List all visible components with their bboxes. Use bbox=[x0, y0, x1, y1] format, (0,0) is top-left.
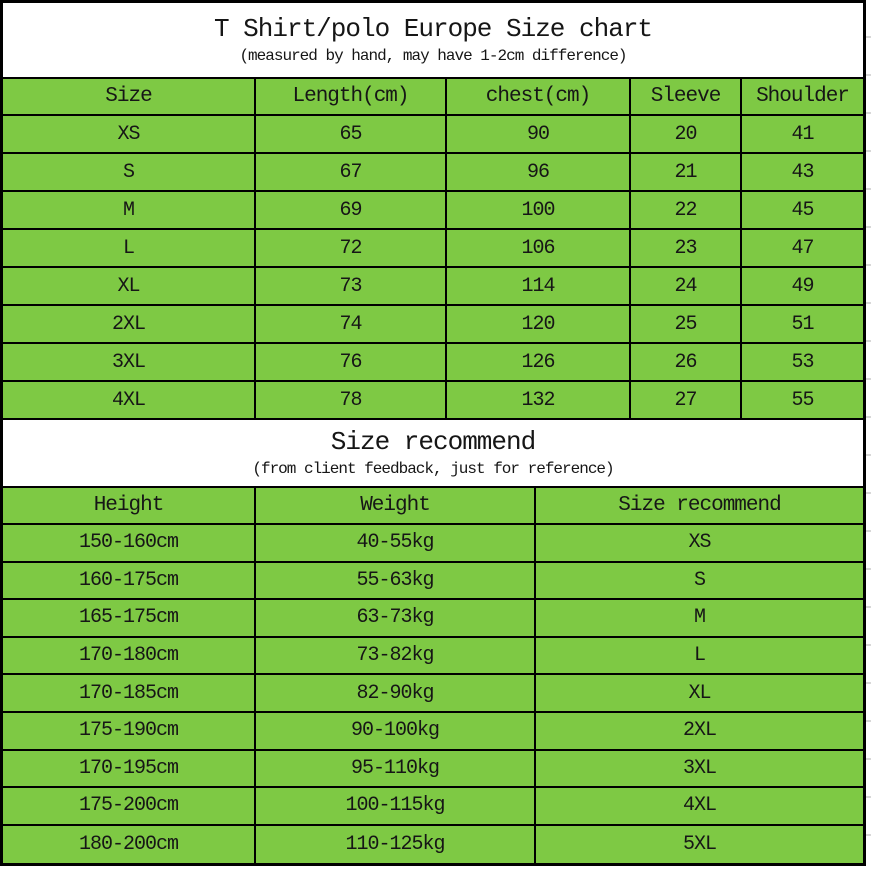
table-cell: XL bbox=[536, 675, 863, 713]
table-cell: 3XL bbox=[536, 751, 863, 789]
table-cell: 22 bbox=[631, 192, 742, 230]
table-cell: 82-90kg bbox=[256, 675, 536, 713]
table-cell: 100-115kg bbox=[256, 788, 536, 826]
size-recommend-panel: Size recommend (from client feedback, ju… bbox=[3, 420, 863, 864]
table-cell: 175-190cm bbox=[3, 712, 256, 751]
table-cell: S bbox=[3, 154, 256, 192]
table-cell: 55 bbox=[742, 382, 863, 420]
table-cell: S bbox=[536, 563, 863, 601]
table-cell: 120 bbox=[447, 306, 631, 344]
sheet-bottom-margin bbox=[0, 866, 871, 871]
table-cell: 3XL bbox=[3, 344, 256, 382]
column-header: Shoulder bbox=[742, 79, 863, 116]
table-cell: 23 bbox=[631, 230, 742, 268]
table-cell: 170-185cm bbox=[3, 675, 256, 713]
table-cell: 24 bbox=[631, 268, 742, 306]
table-cell: 96 bbox=[447, 154, 631, 192]
table-cell: 170-195cm bbox=[3, 750, 256, 789]
table-cell: 26 bbox=[631, 344, 742, 382]
table-cell: M bbox=[3, 192, 256, 230]
table-cell: 41 bbox=[742, 116, 863, 154]
table-cell: 165-175cm bbox=[3, 600, 256, 638]
column-header: Weight bbox=[256, 488, 536, 525]
table-cell: 180-200cm bbox=[3, 825, 256, 864]
table-cell: 170-180cm bbox=[3, 637, 256, 676]
table-cell: 69 bbox=[256, 192, 447, 230]
table-cell: XL bbox=[3, 268, 256, 306]
table-cell: 78 bbox=[256, 382, 447, 420]
column-header: chest(cm) bbox=[447, 79, 631, 116]
table-cell: 4XL bbox=[3, 382, 256, 420]
table-cell: 27 bbox=[631, 382, 742, 420]
table-cell: 45 bbox=[742, 192, 863, 230]
table-cell: M bbox=[536, 600, 863, 638]
table-cell: 2XL bbox=[3, 306, 256, 344]
table-cell: 100 bbox=[447, 192, 631, 230]
table-cell: 49 bbox=[742, 268, 863, 306]
size-recommend-title: Size recommend bbox=[330, 427, 536, 458]
europe-size-panel: T Shirt/polo Europe Size chart (measured… bbox=[3, 3, 863, 420]
table-cell: 132 bbox=[447, 382, 631, 420]
table-cell: 150-160cm bbox=[3, 525, 256, 563]
table-cell: 53 bbox=[742, 344, 863, 382]
table-cell: XS bbox=[3, 116, 256, 154]
table-cell: 110-125kg bbox=[256, 825, 536, 864]
table-cell: 175-200cm bbox=[3, 788, 256, 826]
table-cell: 4XL bbox=[536, 788, 863, 826]
europe-size-table: Size Length(cm) chest(cm) Sleeve Shoulder XS 6… bbox=[3, 79, 863, 420]
table-cell: 21 bbox=[631, 154, 742, 192]
table-cell: 126 bbox=[447, 344, 631, 382]
table-cell: L bbox=[3, 230, 256, 268]
table-cell: 43 bbox=[742, 154, 863, 192]
europe-size-title: T Shirt/polo Europe Size chart bbox=[213, 14, 653, 45]
size-recommend-title-band: Size recommend (from client feedback, ju… bbox=[3, 420, 863, 488]
column-header: Length(cm) bbox=[256, 79, 447, 116]
table-cell: 51 bbox=[742, 306, 863, 344]
table-cell: 55-63kg bbox=[256, 562, 536, 601]
table-cell: 76 bbox=[256, 344, 447, 382]
column-header: Sleeve bbox=[631, 79, 742, 116]
europe-size-subtitle: (measured by hand, may have 1-2cm differ… bbox=[239, 46, 627, 65]
table-cell: 5XL bbox=[682, 833, 717, 857]
table-cell: 74 bbox=[256, 306, 447, 344]
table-cell: 65 bbox=[256, 116, 447, 154]
table-cell: 73 bbox=[256, 268, 447, 306]
table-cell: 160-175cm bbox=[3, 562, 256, 601]
table-cell: 63-73kg bbox=[256, 600, 536, 638]
table-cell: L bbox=[536, 638, 863, 676]
table-cell: 114 bbox=[447, 268, 631, 306]
column-header: Size bbox=[3, 79, 256, 116]
table-cell: 90 bbox=[447, 116, 631, 154]
table-cell: 20 bbox=[631, 116, 742, 154]
column-header: Size recommend bbox=[536, 488, 863, 525]
table-cell: 73-82kg bbox=[256, 637, 536, 676]
table-cell: 90-100kg bbox=[256, 712, 536, 751]
table-cell: 72 bbox=[256, 230, 447, 268]
column-header: Height bbox=[3, 488, 256, 525]
size-recommend-subtitle: (from client feedback, just for referenc… bbox=[252, 459, 614, 478]
table-cell: 25 bbox=[631, 306, 742, 344]
table-cell: 106 bbox=[447, 230, 631, 268]
size-recommend-table: Height Weight Size recommend 150-160cm 40-55… bbox=[3, 488, 863, 864]
table-cell: 67 bbox=[256, 154, 447, 192]
table-cell: XS bbox=[536, 525, 863, 563]
table-cell: 40-55kg bbox=[256, 525, 536, 563]
sheet-right-margin bbox=[866, 0, 871, 871]
table-cell: 47 bbox=[742, 230, 863, 268]
table-cell: 95-110kg bbox=[256, 750, 536, 789]
europe-size-title-band: T Shirt/polo Europe Size chart (measured… bbox=[3, 3, 863, 79]
table-cell: 2XL bbox=[536, 713, 863, 751]
